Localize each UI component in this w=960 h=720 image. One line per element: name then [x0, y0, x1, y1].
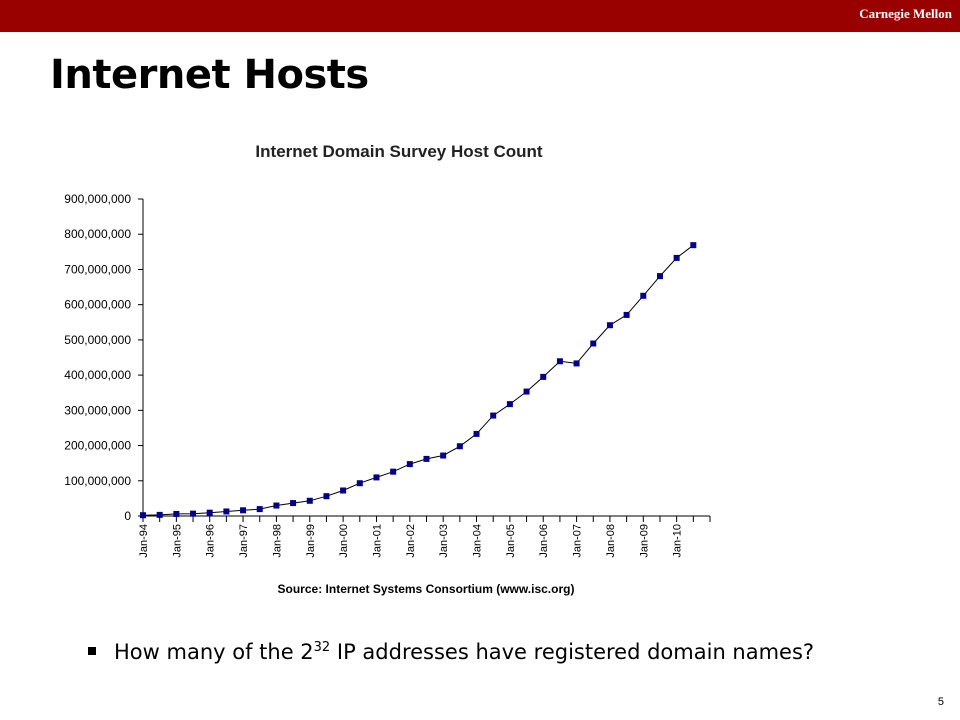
brand-text: Carnegie Mellon [859, 6, 952, 21]
y-tick-label: 400,000,000 [64, 368, 131, 382]
data-point [156, 511, 163, 518]
data-point [673, 254, 680, 261]
bullet-text-suffix: IP addresses have registered domain name… [330, 640, 815, 664]
data-point [490, 412, 497, 419]
data-point [623, 311, 630, 318]
data-point [373, 474, 380, 481]
host-count-chart: Internet Domain Survey Host Count 0 100,00… [64, 142, 711, 596]
data-point [390, 468, 397, 475]
x-tick-label: Jan-94 [138, 524, 150, 558]
data-point [206, 509, 213, 516]
data-point [356, 480, 363, 487]
y-tick-label: 300,000,000 [64, 403, 131, 417]
data-point [140, 512, 146, 519]
x-tick-label: Jan-07 [572, 524, 584, 558]
data-point [406, 461, 413, 468]
series-line [142, 244, 694, 516]
x-tick-label: Jan-98 [271, 524, 283, 558]
x-tick-label: Jan-02 [405, 524, 417, 558]
chart-source-note: Source: Internet Systems Consortium (www… [278, 582, 575, 596]
data-point [240, 507, 247, 514]
data-point [190, 510, 197, 517]
chart-title: Internet Domain Survey Host Count [255, 142, 542, 161]
data-point [506, 401, 513, 408]
data-point [340, 487, 347, 494]
data-point [423, 455, 430, 462]
x-tick-label: Jan-01 [371, 524, 383, 558]
x-tick-label: Jan-05 [505, 524, 517, 558]
data-point [173, 510, 180, 517]
y-tick-label: 900,000,000 [64, 192, 131, 206]
y-tick-label: 0 [124, 509, 131, 523]
bullet-exponent: 32 [313, 640, 331, 655]
x-tick-label: Jan-00 [338, 524, 350, 558]
bullet-question: How many of the 232 IP addresses have re… [88, 640, 814, 664]
x-tick-label: Jan-10 [672, 524, 684, 558]
x-tick-label: Jan-03 [438, 524, 450, 558]
data-point [440, 452, 447, 459]
x-tick-label: Jan-09 [638, 524, 650, 558]
data-point [256, 506, 263, 513]
x-tick-label: Jan-99 [305, 524, 317, 558]
x-tick-label: Jan-04 [472, 524, 484, 558]
x-tick-label: Jan-96 [205, 524, 217, 558]
data-point [323, 493, 330, 500]
x-tick-label: Jan-97 [238, 524, 250, 558]
data-point [523, 388, 530, 395]
bullet-text-prefix: How many of the 2 [114, 640, 314, 664]
data-point [540, 373, 547, 380]
data-point [456, 443, 463, 450]
data-point [656, 273, 663, 280]
x-tick-label: Jan-95 [171, 524, 183, 558]
data-point [290, 500, 297, 507]
data-point [640, 292, 647, 299]
y-tick-label: 200,000,000 [64, 439, 131, 453]
data-point [223, 508, 230, 515]
y-tick-label: 100,000,000 [64, 474, 131, 488]
page-number: 5 [937, 696, 944, 708]
slide-title: Internet Hosts [50, 52, 369, 98]
y-tick-label: 600,000,000 [64, 298, 131, 312]
data-point [306, 497, 313, 504]
header-bar: Carnegie Mellon [0, 0, 960, 32]
y-tick-label: 500,000,000 [64, 333, 131, 347]
data-point [606, 322, 613, 329]
data-point [590, 340, 597, 347]
y-tick-label: 800,000,000 [64, 227, 131, 241]
data-point [556, 358, 563, 365]
x-tick-label: Jan-06 [538, 524, 550, 558]
bullet-square-icon [88, 647, 96, 655]
y-tick-label: 700,000,000 [64, 262, 131, 276]
data-point [273, 502, 280, 509]
data-point [573, 360, 580, 367]
data-point [690, 242, 697, 249]
x-tick-label: Jan-08 [605, 524, 617, 558]
data-point [473, 430, 480, 437]
